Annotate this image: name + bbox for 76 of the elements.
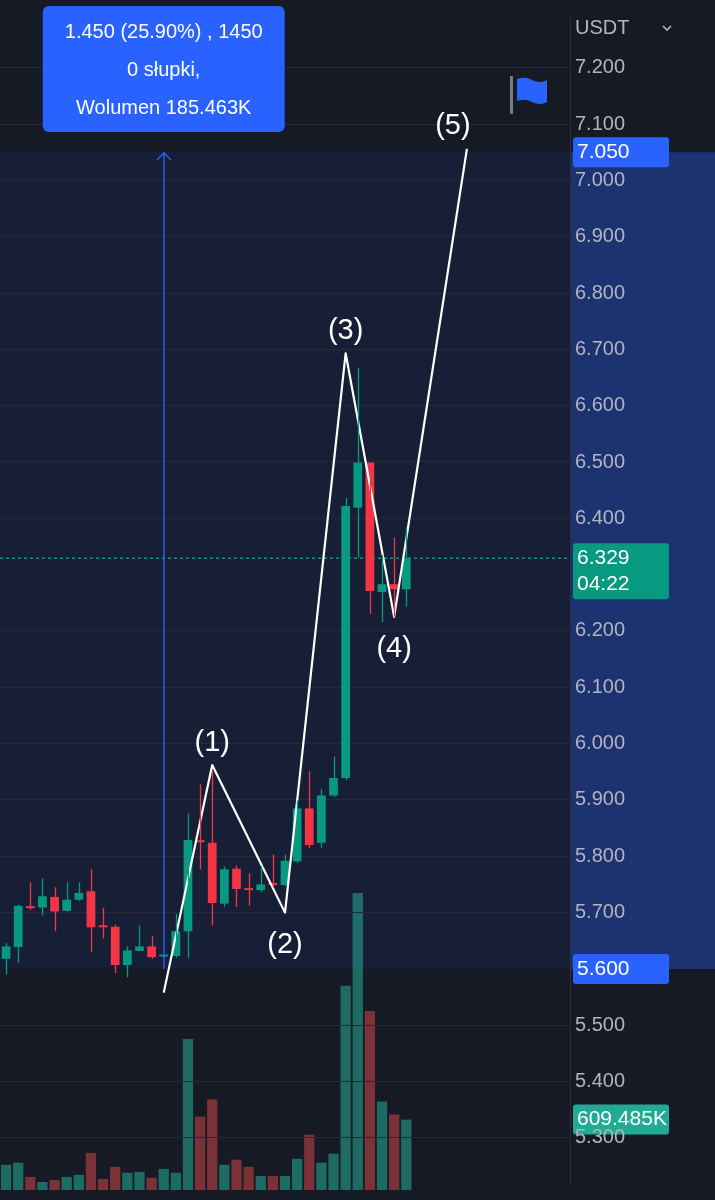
bar [364, 1010, 376, 1190]
bar [279, 1176, 291, 1190]
bar [0, 1164, 12, 1190]
annotation: (2) [267, 927, 303, 960]
candlestick [232, 864, 241, 908]
annotation: (5) [435, 108, 471, 141]
y-tick-label: 5.700 [575, 900, 626, 923]
bar [194, 1116, 206, 1190]
bar [61, 1176, 72, 1190]
candlestick [304, 770, 314, 849]
candlestick [38, 877, 47, 917]
candlestick [25, 881, 35, 911]
annotation: (3) [327, 312, 364, 345]
bar [122, 1172, 133, 1190]
y-tick-label: 7.200 [575, 55, 626, 78]
y-tick-label: 7.000 [575, 167, 626, 190]
candlestick [353, 367, 363, 559]
ref-line-label: 6.329 04:22 [577, 545, 630, 595]
bar [401, 1119, 412, 1190]
y-tick-label: 6.800 [575, 280, 626, 303]
candlestick [13, 904, 23, 964]
candlestick [62, 881, 72, 913]
y-tick-label: 6.200 [575, 618, 626, 641]
y-tick-label: 7.050 [577, 138, 630, 162]
candlestick [220, 865, 229, 908]
bar [182, 1039, 194, 1190]
y-tick-label: 5.400 [575, 1069, 626, 1092]
candlestick [122, 945, 132, 979]
bar [207, 1099, 218, 1190]
candlestick [317, 788, 326, 849]
candlestick [256, 865, 266, 893]
bar [25, 1176, 36, 1190]
y-tick-label: 5.600 [577, 955, 630, 979]
bar [389, 1114, 400, 1190]
candlestick [135, 924, 144, 952]
bar [146, 1177, 157, 1190]
annotation: Wolumen 185.463K [76, 95, 253, 118]
bar [97, 1179, 109, 1190]
bar [85, 1152, 97, 1190]
bar [304, 1134, 315, 1190]
annotation: (1) [194, 724, 230, 757]
annotation: (4) [376, 631, 412, 664]
y-tick-label: 6.900 [575, 224, 626, 247]
y-tick-label: 5.900 [575, 787, 626, 810]
bar [267, 1176, 279, 1190]
bar [13, 1162, 24, 1190]
y-tick-label: 6.500 [575, 449, 626, 472]
y-tick-label: 6.100 [575, 674, 626, 697]
candlestick [207, 770, 217, 927]
candlestick [244, 872, 253, 907]
bar [170, 1172, 182, 1190]
y-axis-title: USDT [575, 15, 630, 38]
y-tick-label: 5.800 [575, 843, 626, 866]
bar [134, 1171, 145, 1190]
y-tick-label: 6.600 [575, 393, 626, 416]
candlestick [110, 923, 120, 975]
y-tick-label: 6.000 [575, 731, 626, 754]
candlestick [74, 881, 84, 902]
bar [49, 1179, 60, 1190]
y-tick-label: 7.100 [575, 111, 626, 134]
bar [110, 1166, 121, 1190]
text: 609.485K [577, 1106, 667, 1130]
bar [255, 1176, 266, 1190]
annotation: 0 słupki, [127, 57, 201, 80]
bar [352, 893, 363, 1190]
y-tick-label: 5.500 [575, 1012, 626, 1035]
annotation: 1.450 (25.90%) , 1450 [64, 19, 263, 42]
bar [37, 1181, 48, 1190]
y-tick-label: 6.400 [575, 505, 626, 528]
bar [219, 1164, 230, 1190]
candlestick [147, 935, 156, 960]
bar [376, 1101, 388, 1190]
bar [158, 1168, 169, 1190]
bar [291, 1158, 303, 1190]
y-tick-label: 6.700 [575, 336, 626, 359]
bar [73, 1174, 84, 1190]
